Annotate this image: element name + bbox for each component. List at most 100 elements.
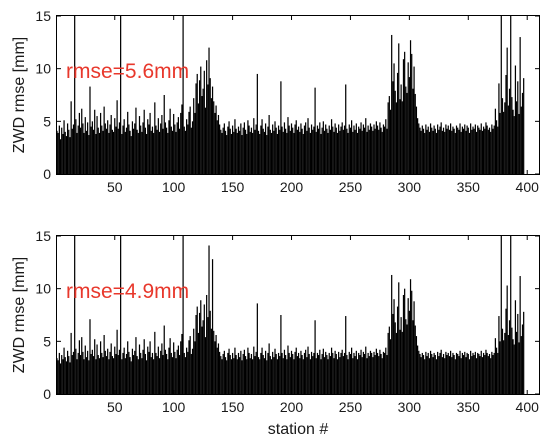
- bottom-bar: [144, 353, 146, 394]
- bottom-xtick-label: 300: [398, 399, 422, 415]
- top-xtick-label: 400: [516, 179, 540, 195]
- bottom-bar: [282, 358, 284, 394]
- top-bar: [275, 127, 277, 174]
- top-bar: [223, 123, 225, 174]
- bottom-bar: [299, 358, 301, 394]
- top-bar: [111, 129, 113, 174]
- top-bar: [440, 122, 442, 174]
- bottom-bar: [167, 359, 169, 394]
- bottom-bar: [345, 316, 347, 394]
- bottom-bar: [65, 361, 68, 394]
- bottom-bar: [372, 357, 374, 394]
- bottom-bar: [279, 356, 281, 394]
- bottom-bar: [314, 320, 316, 394]
- bottom-bar: [460, 358, 462, 394]
- top-bar: [128, 124, 130, 174]
- top-bar: [404, 51, 406, 175]
- bottom-bar: [99, 341, 102, 394]
- bottom-bar: [310, 351, 313, 394]
- bottom-bar: [280, 315, 282, 394]
- top-bar: [239, 130, 241, 174]
- top-bar: [462, 128, 465, 174]
- top-bar: [227, 126, 229, 174]
- bottom-bar: [341, 349, 343, 394]
- bottom-bar: [143, 339, 145, 394]
- top-bar: [338, 124, 340, 174]
- top-bar: [343, 125, 346, 174]
- bottom-bar: [336, 359, 339, 394]
- bottom-bar: [207, 317, 209, 394]
- top-bar: [292, 127, 294, 174]
- bottom-bar: [519, 276, 521, 394]
- top-bar: [219, 124, 221, 174]
- top-bar: [332, 126, 334, 174]
- top-bar: [97, 127, 99, 174]
- bottom-bar: [339, 357, 341, 394]
- bottom-xtick-label: 250: [339, 399, 363, 415]
- bottom-bar: [266, 360, 268, 394]
- top-bar: [409, 40, 412, 175]
- bottom-bar: [458, 356, 460, 394]
- bottom-bar: [115, 353, 117, 394]
- top-bar: [237, 126, 240, 174]
- bottom-bar: [68, 356, 70, 394]
- bottom-bar: [237, 352, 240, 394]
- bottom-bar: [95, 359, 97, 394]
- top-bar: [340, 126, 342, 174]
- bottom-bar: [323, 357, 326, 394]
- bottom-bar: [169, 338, 171, 394]
- top-bar: [216, 120, 218, 174]
- top-bar: [101, 125, 103, 174]
- top-bar: [442, 127, 445, 174]
- top-bar: [353, 125, 355, 174]
- top-bar: [117, 128, 119, 174]
- bottom-bar: [164, 349, 167, 394]
- bottom-bar: [363, 353, 366, 394]
- bottom-bar: [427, 352, 429, 394]
- bottom-bar: [129, 357, 131, 394]
- bottom-bar: [316, 352, 319, 394]
- bottom-bar: [178, 355, 181, 394]
- bottom-bar: [260, 352, 262, 394]
- bottom-bar: [220, 356, 222, 394]
- bottom-bar: [118, 349, 121, 394]
- bottom-bar: [233, 358, 235, 394]
- bottom-bar: [441, 357, 443, 394]
- top-bar: [356, 132, 359, 174]
- bottom-bar: [272, 351, 274, 394]
- bottom-bar: [503, 340, 505, 394]
- top-bar: [196, 73, 198, 174]
- bottom-bar: [413, 301, 415, 394]
- bottom-bar: [285, 355, 287, 394]
- bottom-bar: [438, 356, 440, 394]
- top-bar: [299, 131, 301, 174]
- top-bar: [326, 128, 328, 174]
- top-bar: [268, 115, 270, 174]
- top-bar: [302, 133, 304, 174]
- top-bar: [479, 129, 481, 174]
- top-bar: [59, 139, 62, 174]
- top-bar: [460, 131, 462, 174]
- bottom-bar: [387, 332, 389, 394]
- bottom-bar: [59, 363, 62, 394]
- top-bar: [161, 115, 163, 174]
- bottom-bar: [392, 313, 394, 394]
- top-bar: [296, 129, 299, 174]
- bottom-bar: [445, 351, 447, 394]
- bottom-bar: [128, 351, 130, 394]
- bottom-xtick-label: 400: [516, 399, 540, 415]
- top-bar: [401, 101, 403, 174]
- top-bar: [90, 126, 92, 174]
- bottom-bar: [433, 352, 435, 394]
- bottom-bar: [379, 349, 381, 394]
- bottom-bar: [243, 349, 245, 394]
- bottom-bar: [250, 353, 253, 394]
- top-bar: [375, 121, 377, 174]
- bottom-bar: [465, 357, 467, 394]
- bottom-bar: [211, 259, 214, 394]
- top-bar: [318, 128, 320, 174]
- top-bar: [494, 108, 497, 174]
- top-bar: [176, 122, 178, 174]
- bottom-bar: [259, 359, 261, 394]
- bottom-bar: [321, 353, 323, 394]
